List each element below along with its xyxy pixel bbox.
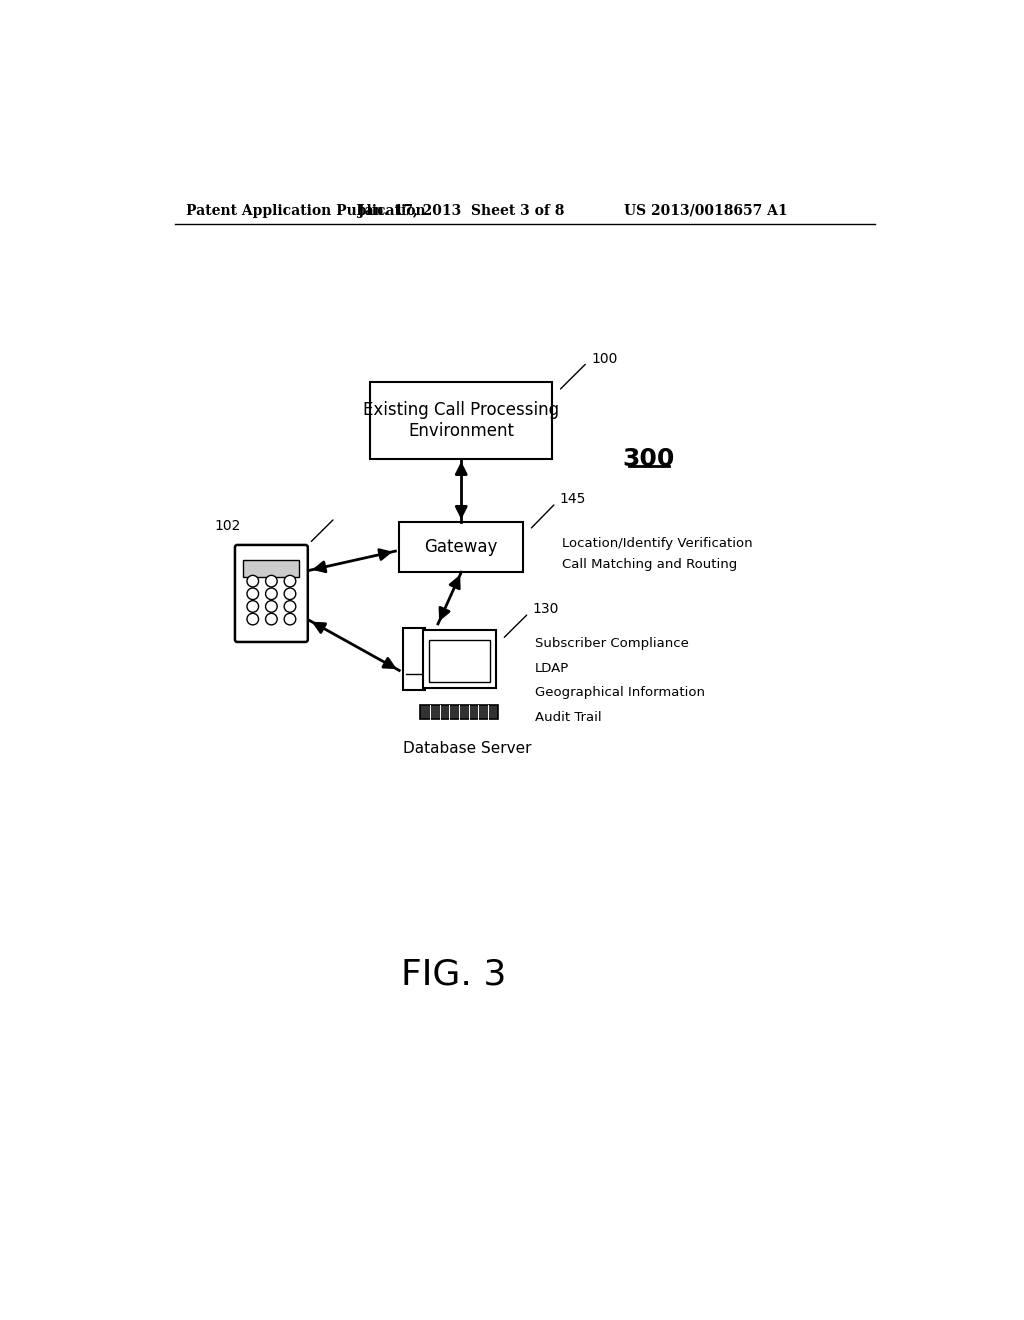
- Circle shape: [247, 601, 259, 612]
- FancyBboxPatch shape: [429, 640, 489, 681]
- Text: Location/Identify Verification: Location/Identify Verification: [562, 537, 753, 550]
- Circle shape: [247, 614, 259, 624]
- Circle shape: [265, 614, 278, 624]
- Text: LDAP: LDAP: [535, 661, 569, 675]
- Text: Subscriber Compliance: Subscriber Compliance: [535, 638, 689, 649]
- Circle shape: [247, 576, 259, 587]
- Text: Database Server: Database Server: [403, 741, 531, 756]
- Text: Audit Trail: Audit Trail: [535, 711, 601, 723]
- Circle shape: [265, 601, 278, 612]
- Text: Call Matching and Routing: Call Matching and Routing: [562, 558, 737, 572]
- FancyBboxPatch shape: [234, 545, 308, 642]
- Text: 102: 102: [214, 519, 241, 533]
- Circle shape: [285, 587, 296, 599]
- Text: 300: 300: [623, 446, 675, 471]
- Text: Patent Application Publication: Patent Application Publication: [186, 203, 426, 218]
- Text: FIG. 3: FIG. 3: [400, 957, 506, 991]
- Text: 130: 130: [532, 602, 559, 616]
- Text: 145: 145: [560, 492, 586, 506]
- FancyBboxPatch shape: [420, 705, 498, 719]
- Circle shape: [265, 587, 278, 599]
- FancyBboxPatch shape: [371, 381, 552, 459]
- Text: Jan. 17, 2013  Sheet 3 of 8: Jan. 17, 2013 Sheet 3 of 8: [358, 203, 564, 218]
- Circle shape: [285, 601, 296, 612]
- Text: Gateway: Gateway: [425, 539, 498, 556]
- Text: Existing Call Processing
Environment: Existing Call Processing Environment: [364, 401, 559, 440]
- Text: 100: 100: [591, 351, 617, 366]
- Text: Geographical Information: Geographical Information: [535, 686, 705, 700]
- FancyBboxPatch shape: [403, 628, 425, 689]
- FancyBboxPatch shape: [423, 630, 496, 688]
- FancyBboxPatch shape: [244, 560, 299, 577]
- Circle shape: [285, 614, 296, 624]
- Circle shape: [285, 576, 296, 587]
- Circle shape: [265, 576, 278, 587]
- Circle shape: [247, 587, 259, 599]
- FancyBboxPatch shape: [399, 523, 523, 573]
- Text: US 2013/0018657 A1: US 2013/0018657 A1: [624, 203, 787, 218]
